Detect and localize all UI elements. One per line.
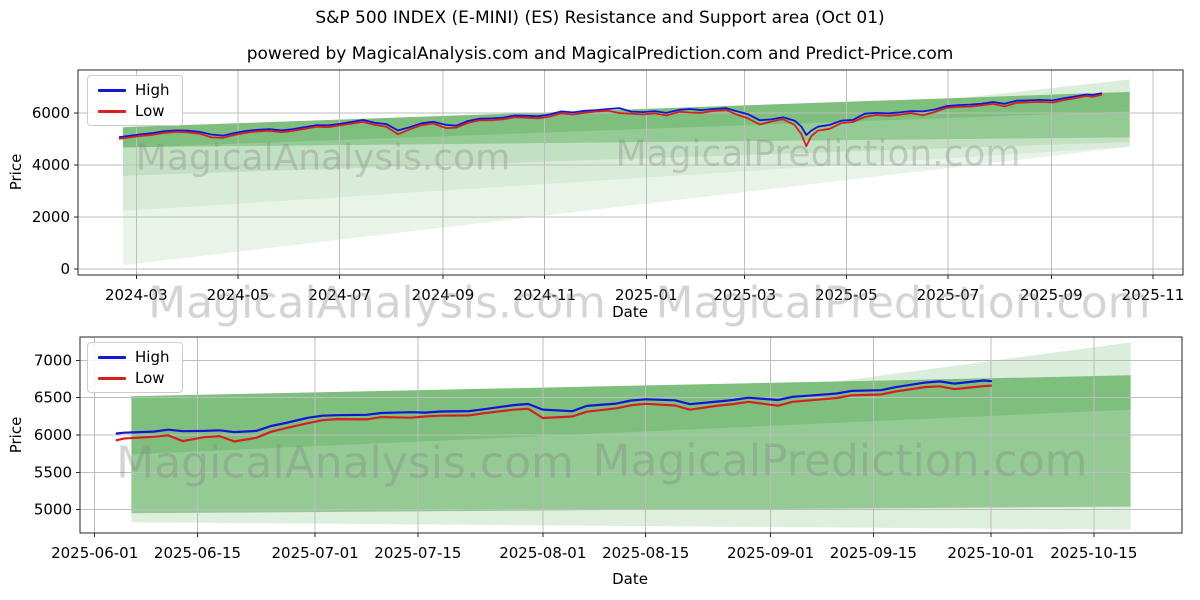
svg-text:6000: 6000 bbox=[34, 426, 72, 444]
svg-text:2025-10-15: 2025-10-15 bbox=[1050, 544, 1137, 562]
svg-text:2024-03: 2024-03 bbox=[105, 286, 168, 304]
svg-text:2025-05: 2025-05 bbox=[815, 286, 878, 304]
svg-text:0: 0 bbox=[60, 260, 70, 278]
svg-text:5000: 5000 bbox=[34, 501, 72, 519]
legend-item-low: Low bbox=[98, 103, 169, 119]
low-line-swatch bbox=[98, 376, 126, 380]
legend-label-high: High bbox=[135, 348, 170, 366]
svg-text:2025-09-15: 2025-09-15 bbox=[830, 544, 917, 562]
svg-text:4000: 4000 bbox=[32, 156, 70, 174]
svg-text:2000: 2000 bbox=[32, 208, 70, 226]
svg-text:2025-07-15: 2025-07-15 bbox=[374, 544, 461, 562]
svg-text:2024-09: 2024-09 bbox=[412, 286, 475, 304]
svg-text:2025-09-01: 2025-09-01 bbox=[727, 544, 814, 562]
legend-item-high: High bbox=[98, 349, 169, 365]
svg-text:2025-08-01: 2025-08-01 bbox=[499, 544, 586, 562]
svg-text:7000: 7000 bbox=[34, 351, 72, 369]
svg-text:2025-01: 2025-01 bbox=[615, 286, 678, 304]
svg-text:2025-03: 2025-03 bbox=[713, 286, 776, 304]
legend-label-low: Low bbox=[135, 102, 165, 120]
legend-label-high: High bbox=[135, 81, 170, 99]
legend-item-high: High bbox=[98, 82, 169, 98]
figure-subtitle: powered by MagicalAnalysis.com and Magic… bbox=[246, 44, 954, 64]
top-chart-x-axis-label: Date bbox=[612, 303, 648, 321]
figure-title: S&P 500 INDEX (E-MINI) (ES) Resistance a… bbox=[315, 8, 885, 28]
legend-item-low: Low bbox=[98, 370, 169, 386]
svg-text:5500: 5500 bbox=[34, 463, 72, 481]
legend-label-low: Low bbox=[135, 369, 165, 387]
top-chart-legend: High Low bbox=[87, 75, 184, 126]
svg-text:2025-11: 2025-11 bbox=[1122, 286, 1185, 304]
svg-text:2024-05: 2024-05 bbox=[207, 286, 270, 304]
svg-text:6000: 6000 bbox=[32, 104, 70, 122]
svg-text:2024-11: 2024-11 bbox=[513, 286, 576, 304]
svg-text:6500: 6500 bbox=[34, 389, 72, 407]
bottom-chart-x-axis-label: Date bbox=[612, 570, 648, 588]
svg-text:2025-08-15: 2025-08-15 bbox=[602, 544, 689, 562]
svg-text:2025-07: 2025-07 bbox=[917, 286, 980, 304]
top-chart-y-axis-label: Price bbox=[7, 153, 25, 191]
svg-text:2025-09: 2025-09 bbox=[1020, 286, 1083, 304]
svg-text:2025-06-15: 2025-06-15 bbox=[154, 544, 241, 562]
high-line-swatch bbox=[98, 88, 126, 92]
bottom-chart-legend: High Low bbox=[87, 342, 184, 393]
svg-text:2025-06-01: 2025-06-01 bbox=[51, 544, 138, 562]
svg-text:2025-10-01: 2025-10-01 bbox=[947, 544, 1034, 562]
svg-text:2024-07: 2024-07 bbox=[308, 286, 371, 304]
low-line-swatch bbox=[98, 109, 126, 113]
bottom-chart-y-axis-label: Price bbox=[7, 416, 25, 454]
svg-text:2025-07-01: 2025-07-01 bbox=[272, 544, 359, 562]
high-line-swatch bbox=[98, 355, 126, 359]
